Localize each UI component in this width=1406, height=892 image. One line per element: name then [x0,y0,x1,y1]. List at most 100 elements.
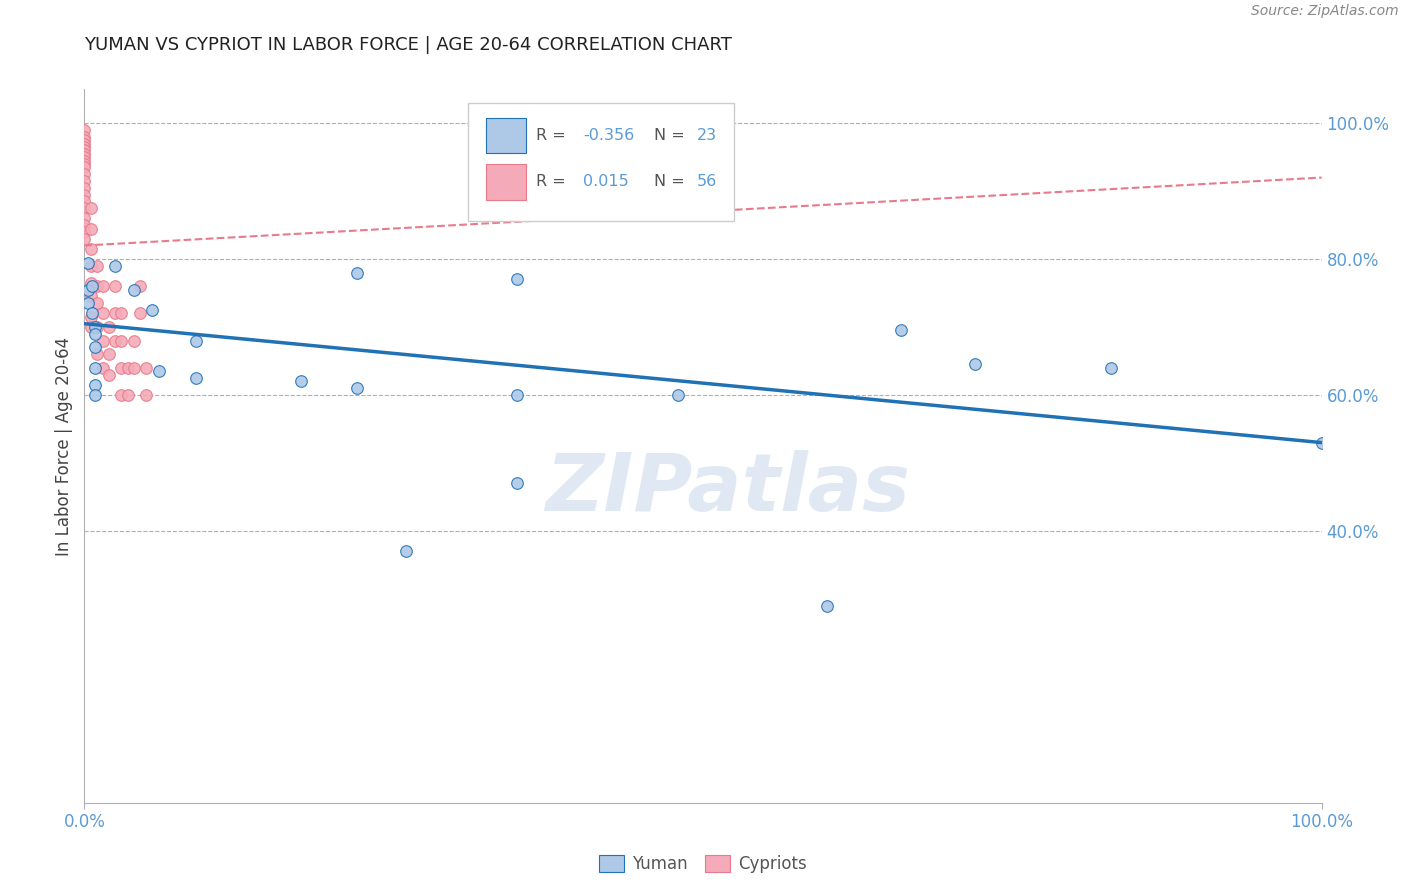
Point [104,279,127,293]
Point [148,364,170,378]
Point [1310,435,1333,450]
Point [73,201,96,215]
Point [84,326,107,341]
Bar [486,164,526,200]
Point [666,388,689,402]
Point [1099,360,1122,375]
Point [73,144,96,158]
Point [91,360,114,375]
Point [79,259,101,273]
Point [104,306,127,320]
Point [346,266,368,280]
Point [129,279,152,293]
Point [122,360,145,375]
Point [98,368,121,382]
Y-axis label: In Labor Force | Age 20-64: In Labor Force | Age 20-64 [55,336,73,556]
Text: Source: ZipAtlas.com: Source: ZipAtlas.com [1251,4,1399,19]
Point [184,334,207,348]
Point [129,306,152,320]
Point [141,303,163,318]
Point [73,232,96,246]
FancyBboxPatch shape [468,103,734,221]
Point [98,347,121,361]
Point [110,360,132,375]
Point [73,161,96,175]
Text: 0.015: 0.015 [583,175,628,189]
Point [86,347,108,361]
Point [73,194,96,209]
Point [73,136,96,151]
Text: -0.356: -0.356 [583,128,634,143]
Point [73,157,96,171]
Point [346,381,368,395]
Point [73,140,96,154]
Point [79,201,101,215]
Text: 23: 23 [697,128,717,143]
Point [79,289,101,303]
Point [104,334,127,348]
Point [77,283,100,297]
Point [73,146,96,161]
Point [506,476,529,491]
Point [73,133,96,147]
Point [395,544,418,558]
Point [80,306,103,320]
Point [117,360,139,375]
Point [84,320,107,334]
Point [122,283,145,297]
Point [86,320,108,334]
Point [110,388,132,402]
Point [84,388,107,402]
Point [91,279,114,293]
Point [84,341,107,355]
Point [110,334,132,348]
Point [506,272,529,286]
Text: ZIPatlas: ZIPatlas [546,450,910,528]
Point [80,279,103,293]
Point [965,358,987,372]
Point [73,225,96,239]
Point [73,167,96,181]
Point [77,296,100,310]
Point [86,259,108,273]
Point [91,334,114,348]
Point [104,259,127,273]
Point [73,150,96,164]
Point [117,388,139,402]
Point [110,306,132,320]
Point [73,187,96,202]
Point [73,180,96,194]
Point [290,375,312,389]
Point [91,306,114,320]
Text: N =: N = [654,175,689,189]
Point [815,599,838,613]
Point [73,123,96,137]
Point [506,388,529,402]
Point [73,218,96,232]
Text: 56: 56 [697,175,717,189]
Point [122,334,145,348]
Point [79,310,101,324]
Legend: Yuman, Cypriots: Yuman, Cypriots [592,848,814,880]
Point [98,320,121,334]
Point [86,279,108,293]
Point [890,323,912,337]
Point [84,377,107,392]
Point [79,221,101,235]
Point [73,174,96,188]
Point [79,242,101,256]
Point [77,255,100,269]
Point [135,360,157,375]
Point [73,129,96,144]
Text: YUMAN VS CYPRIOT IN LABOR FORCE | AGE 20-64 CORRELATION CHART: YUMAN VS CYPRIOT IN LABOR FORCE | AGE 20… [84,36,733,54]
Point [79,276,101,290]
Point [184,371,207,385]
Bar [486,118,526,153]
Text: R =: R = [536,175,571,189]
Point [79,320,101,334]
Point [135,388,157,402]
Point [73,211,96,226]
Point [84,360,107,375]
Text: R =: R = [536,128,571,143]
Point [73,153,96,168]
